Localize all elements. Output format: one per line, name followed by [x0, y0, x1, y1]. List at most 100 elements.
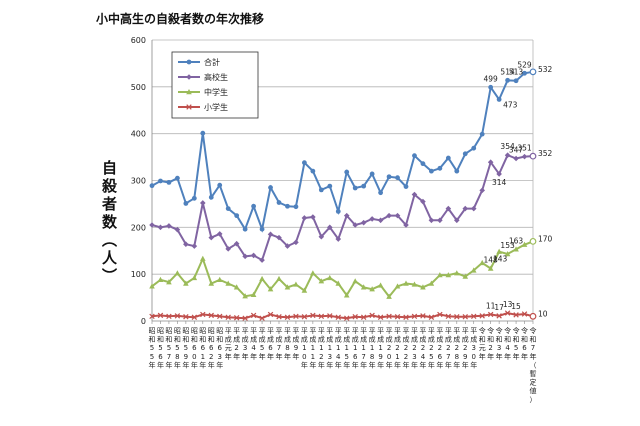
x-tick-label: 昭和 5 6 年 [157, 327, 164, 369]
x-tick-label: 平成 2 2 年 [403, 327, 410, 369]
y-tick-labels: 0 100 200 300 400 500 600 [131, 36, 146, 326]
data-point [200, 130, 206, 136]
data-point [191, 243, 198, 249]
x-tick-label: 昭和 5 7 年 [165, 327, 172, 369]
data-point [411, 281, 418, 287]
data-point [318, 233, 325, 240]
data-point [437, 272, 443, 278]
data-point [437, 217, 443, 224]
data-point [504, 310, 511, 316]
data-point [394, 283, 401, 289]
x-tick-label: 平成 2 7 年 [445, 327, 452, 369]
data-point [174, 270, 181, 276]
y-tick-label: 400 [131, 130, 146, 139]
data-point [343, 292, 350, 298]
data-point [208, 234, 215, 241]
data-point [251, 203, 256, 209]
data-point [470, 205, 477, 212]
data-point [496, 171, 502, 177]
data-point [242, 226, 248, 232]
data-point [149, 183, 155, 189]
data-point [225, 206, 231, 212]
x-tick-label: 平成 1 0 年 [301, 327, 308, 369]
data-point [216, 231, 223, 237]
data-point [352, 222, 358, 228]
data-point [454, 168, 460, 174]
data-point [386, 293, 392, 299]
data-point [166, 313, 172, 320]
data-point [395, 175, 400, 181]
data-point [487, 159, 494, 166]
x-tick-label: 平成 1 5 年 [343, 327, 350, 369]
data-point [259, 275, 265, 282]
data-point [157, 224, 164, 231]
data-point [250, 291, 257, 297]
legend-label: 高校生 [204, 72, 228, 82]
data-point-provisional [529, 312, 537, 320]
data-point [454, 270, 460, 276]
data-point [504, 152, 511, 159]
data-point [479, 259, 485, 266]
data-point [174, 313, 181, 319]
legend-item: 合計 [178, 57, 220, 67]
data-point [276, 275, 282, 282]
data-label: 347 [509, 145, 524, 154]
data-point [233, 284, 240, 290]
data-point [276, 314, 282, 320]
x-tick-label: 平成 2 年 [233, 327, 240, 361]
data-point [437, 165, 443, 171]
data-point [293, 204, 299, 210]
data-point [174, 226, 181, 233]
data-point [191, 274, 198, 281]
data-point [250, 252, 257, 259]
data-point [420, 313, 426, 319]
data-point [420, 284, 426, 290]
data-point [403, 280, 409, 286]
data-point [386, 313, 392, 320]
data-point [445, 272, 452, 278]
data-point [166, 279, 172, 285]
data-point [310, 214, 316, 220]
y-tick-label: 600 [131, 36, 146, 45]
y-tick-label: 500 [131, 83, 146, 92]
series-line [151, 240, 534, 299]
y-tick-label: 300 [131, 177, 146, 186]
data-point [216, 276, 223, 282]
data-point [496, 313, 502, 319]
data-point [267, 286, 274, 292]
x-tick-label: 昭和 5 5 年 [149, 327, 156, 369]
legend-item: 中学生 [178, 87, 228, 97]
data-point [217, 182, 223, 188]
data-point [183, 280, 189, 286]
data-label: 354 [500, 142, 515, 151]
data-point [191, 314, 198, 320]
data-point [335, 280, 342, 286]
x-tick-label: 令和 4 年 [504, 326, 511, 361]
data-label: 143 [493, 255, 508, 264]
data-point [318, 187, 324, 193]
data-point [200, 255, 206, 261]
data-point [267, 231, 274, 238]
data-point [487, 311, 494, 318]
data-point [462, 273, 469, 279]
legend-item: 高校生 [178, 72, 228, 82]
data-point [225, 246, 231, 252]
x-tick-label: 平成 6 年 [267, 327, 274, 361]
series-line [151, 311, 534, 320]
x-tick-label: 昭和 6 0 年 [191, 327, 198, 369]
data-point [521, 311, 528, 317]
x-tick-label: 平成 3 0 年 [470, 327, 477, 369]
data-point [166, 179, 172, 185]
data-point [411, 313, 418, 320]
data-point [377, 217, 384, 224]
data-point [200, 200, 206, 206]
data-point [208, 312, 214, 319]
data-point [234, 213, 240, 219]
data-point [225, 314, 231, 320]
x-tick-label: 平成 5 年 [259, 327, 266, 361]
x-tick-label: 平成 2 9 年 [462, 327, 469, 369]
data-point [335, 209, 341, 214]
x-tick-labels: 昭和 5 5 年昭和 5 6 年昭和 5 7 年昭和 5 8 年昭和 5 9 年昭和 6 0 年昭和 6 1 年昭和 6 2 年… [149, 326, 537, 404]
data-point [233, 314, 240, 321]
